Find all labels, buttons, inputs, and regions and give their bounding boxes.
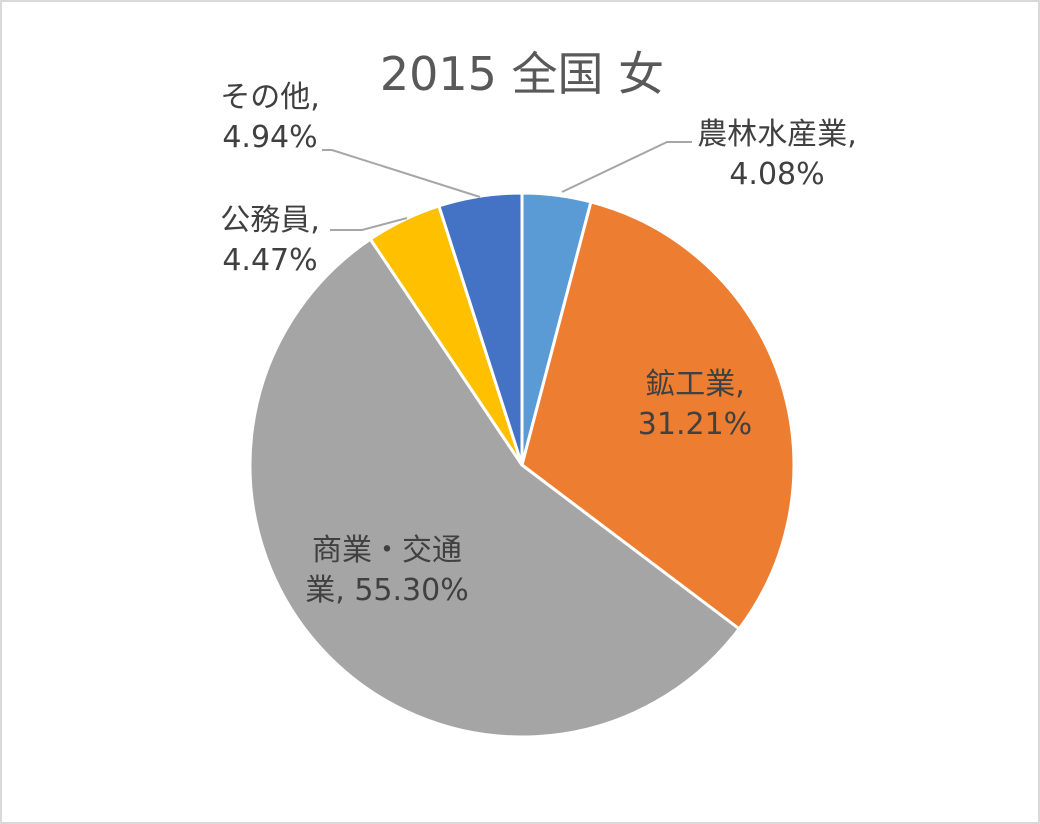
data-label-value: 4.47%	[222, 243, 317, 278]
data-label-value: 4.94%	[222, 120, 317, 155]
data-label-5: その他, 4.94%	[220, 80, 320, 155]
data-label-2: 鉱工業, 31.21%	[638, 367, 752, 442]
leader-line-5	[322, 149, 481, 198]
data-label-value: 業, 55.30%	[305, 573, 468, 608]
pie-slices	[248, 191, 796, 739]
data-label-value: 4.08%	[729, 157, 824, 192]
data-label-category: その他,	[220, 80, 320, 115]
data-labels: 農林水産業, 4.08% 鉱工業, 31.21% 商業・交通業, 55.30% 公務員, 4…	[220, 80, 857, 608]
data-label-4: 公務員, 4.47%	[220, 203, 320, 278]
leader-lines	[322, 141, 692, 231]
leader-line-1	[561, 141, 692, 193]
leader-line-4	[330, 217, 408, 231]
data-label-1: 農林水産業, 4.08%	[697, 117, 857, 192]
data-label-category: 公務員,	[220, 203, 320, 238]
data-label-3: 商業・交通業, 55.30%	[305, 533, 468, 608]
pie-slice-3	[248, 237, 742, 739]
data-label-category: 商業・交通	[312, 533, 462, 568]
chart-title: 2015 全国 女	[380, 47, 664, 101]
data-label-category: 農林水産業,	[697, 117, 857, 152]
pie-slice-2	[520, 200, 796, 631]
data-label-category: 鉱工業,	[645, 367, 745, 402]
data-label-value: 31.21%	[638, 407, 752, 442]
